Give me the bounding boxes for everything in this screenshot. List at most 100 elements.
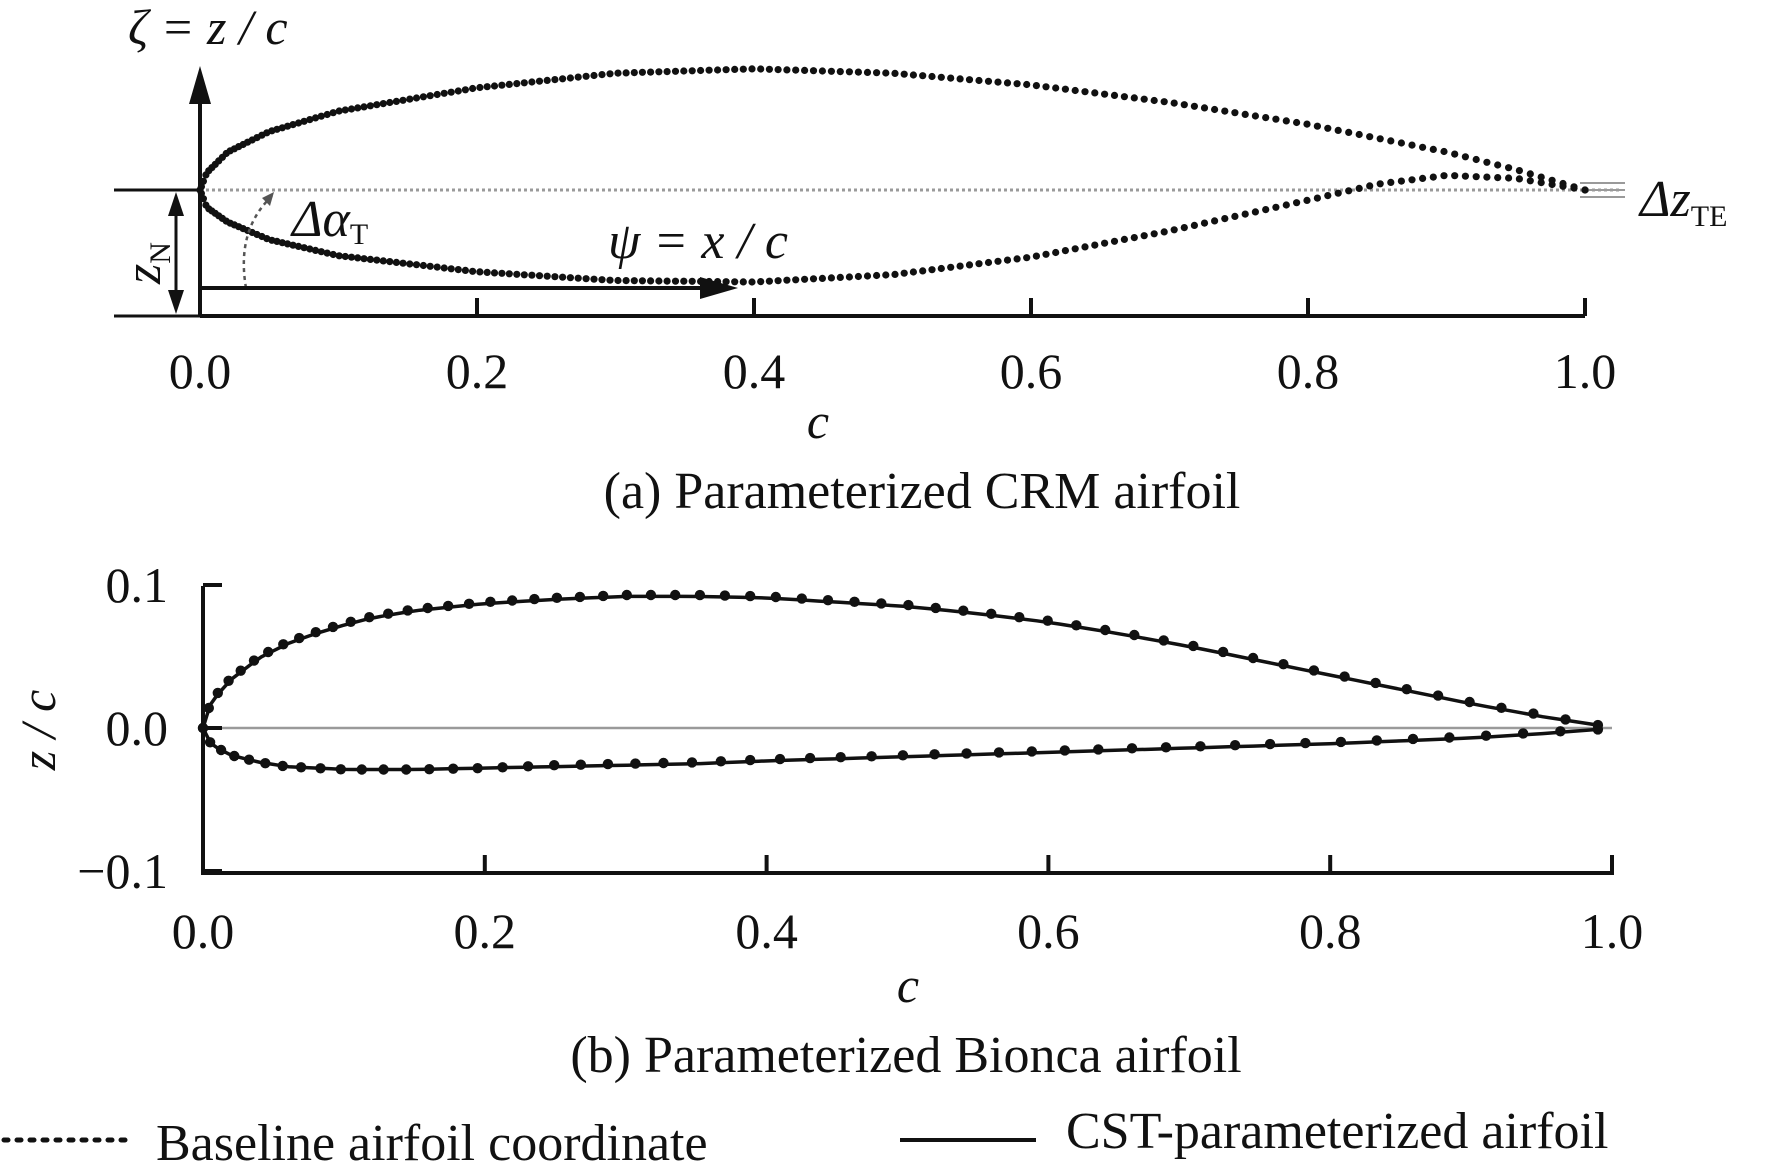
panel-b-baseline-lower-point (215, 744, 227, 756)
panel-b-baseline-upper-point (930, 602, 941, 614)
panel-a-upper-point (1293, 118, 1301, 127)
panel-a-lower-point (663, 277, 671, 285)
panel-a-x-ticks: 0.0 0.2 0.4 0.6 0.8 1.0 (169, 298, 1616, 399)
panel-a-upper-point (1419, 143, 1427, 151)
panel-a-upper-point (289, 121, 297, 129)
panel-b-baseline-upper-point (1188, 640, 1199, 652)
panel-a-x-tick-label: 0.2 (446, 343, 509, 399)
panel-a-upper-point (757, 65, 765, 73)
panel-a-lower-point (528, 271, 536, 279)
panel-b-baseline-upper-point (670, 589, 681, 601)
panel-a-upper-point (294, 119, 303, 127)
panel-a-delta-alpha-label: ΔαT (290, 191, 368, 251)
panel-a-upper-point (1303, 120, 1311, 128)
panel-b-baseline-upper-point (1042, 615, 1053, 626)
panel-b-baseline-lower-point (774, 753, 786, 765)
panel-a-upper-point (1221, 107, 1229, 115)
panel-a-lower-point (1293, 199, 1301, 207)
panel-a-upper-point (606, 70, 614, 78)
panel-a-x-tick-label: 0.4 (723, 343, 786, 399)
panel-b-baseline-lower-point (295, 762, 307, 773)
panel-b-baseline-upper-point (1528, 708, 1539, 719)
panel-b-x-tick-label: 0.6 (1017, 903, 1080, 959)
panel-a-upper-point (347, 105, 356, 113)
panel-a-lower-point (498, 269, 506, 277)
panel-a-upper-point (590, 71, 598, 80)
panel-a-lower-point (956, 262, 964, 270)
panel-a-upper-point (1150, 96, 1158, 105)
panel-a-upper-point (873, 69, 881, 77)
panel-a-upper-point (317, 112, 325, 120)
panel-a-lower-point (984, 258, 993, 267)
panel-b-baseline-lower-point (522, 761, 534, 772)
panel-a-upper-point (505, 80, 513, 88)
panel-a-upper-point (680, 67, 688, 75)
panel-a-upper-point (419, 93, 427, 101)
panel-a-lower-point (1221, 215, 1229, 223)
panel-a-upper-point (1526, 170, 1534, 178)
panel-b-baseline-upper-point (364, 612, 375, 623)
panel-a-lower-point (722, 278, 730, 286)
panel-a-lower-point (1324, 192, 1332, 200)
panel-a-lower-point (1003, 256, 1012, 264)
panel-a-lower-point (1494, 174, 1502, 182)
panel-b-baseline-upper-point (443, 600, 454, 612)
panel-a-upper-point (722, 66, 730, 74)
panel-b-baseline-lower-point (1517, 728, 1529, 739)
panel-b-baseline-lower-point (1229, 740, 1241, 751)
panel-a-upper-point (1251, 112, 1259, 120)
panel-b-x-tick-label: 0.0 (172, 903, 235, 959)
panel-a-upper-point (1440, 147, 1448, 156)
panel-a-lower-point (366, 255, 374, 263)
panel-a-upper-point (1313, 122, 1321, 130)
panel-b-baseline-lower-point (897, 750, 909, 761)
panel-a-upper-point (792, 66, 800, 74)
panel-a-upper-point (360, 103, 368, 111)
panel-b-baseline-lower-point (575, 759, 586, 770)
panel-a-upper-point (714, 66, 722, 74)
panel-a-upper-point (566, 74, 575, 82)
panel-a-lower-point (520, 271, 528, 279)
panel-a-upper-point (1120, 93, 1128, 101)
panel-a-upper-point (426, 92, 434, 100)
panel-a-lower-point (614, 276, 622, 285)
panel-a-upper-point (1408, 141, 1416, 149)
panel-a-upper-point (1334, 126, 1342, 134)
panel-b-baseline-upper-point (383, 608, 394, 619)
panel-a-upper-point (483, 83, 491, 91)
panel-b-baseline-upper-point (203, 702, 214, 714)
panel-b-baseline-lower-point (1126, 743, 1138, 754)
panel-a-upper-point (975, 76, 983, 85)
panel-b-baseline-upper-point (235, 665, 246, 676)
panel-a-upper-point (1515, 167, 1523, 175)
panel-a-lower-point (347, 253, 356, 261)
panel-a-lower-point (483, 268, 491, 276)
panel-a-upper-point (1345, 128, 1353, 136)
panel-b-baseline-upper-point (694, 589, 706, 601)
panel-a-lower-point (671, 277, 680, 285)
panel-a-lower-point (1505, 174, 1513, 182)
panel-a-lower-point (680, 277, 688, 285)
panel-a-lower-point (1052, 248, 1060, 257)
panel-a-lower-point (373, 256, 381, 264)
panel-a-lower-point (1345, 187, 1353, 195)
panel-a-upper-point (827, 67, 836, 75)
panel-a-upper-point (774, 66, 782, 74)
panel-a-lower-point (863, 272, 872, 280)
panel-b-baseline-lower-point (1093, 744, 1104, 755)
panel-a-lower-point (360, 255, 368, 263)
panel-a-upper-point (801, 66, 809, 74)
panel-b-baseline-lower-point (277, 760, 288, 772)
panel-b-baseline-lower-point (1335, 736, 1347, 748)
panel-a-upper-point (461, 86, 469, 94)
panel-a-lower-point (792, 276, 800, 284)
panel-b-baseline-lower-point (1407, 733, 1419, 745)
panel-a-lower-point (1440, 172, 1448, 180)
panel-a-upper-point (994, 78, 1002, 86)
panel-a-lower-point (809, 275, 818, 283)
panel-a-lower-point (1548, 180, 1556, 189)
panel-a-upper-point (1042, 83, 1050, 91)
panel-a-upper-point (731, 65, 739, 73)
panel-a-upper-point (1211, 105, 1219, 114)
panel-a-lower-point (1081, 243, 1089, 251)
